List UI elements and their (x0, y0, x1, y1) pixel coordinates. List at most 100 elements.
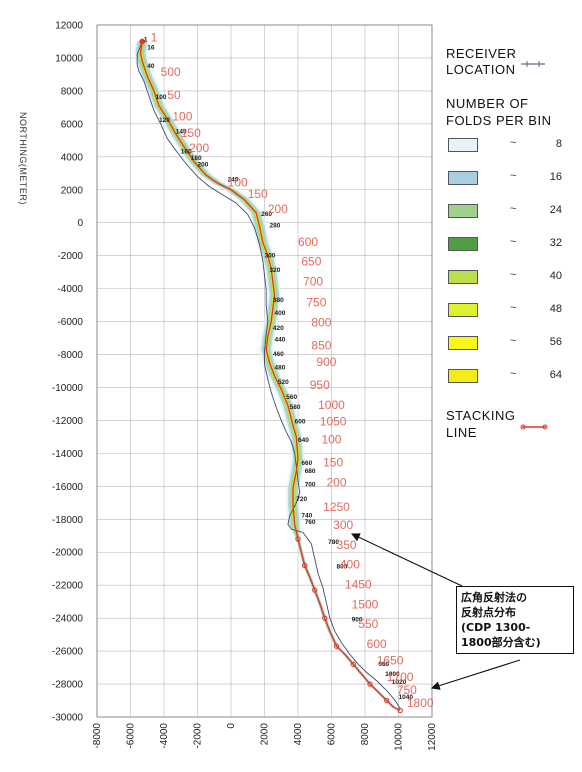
y-tick-label: -12000 (52, 416, 84, 427)
x-tick-label: 8000 (360, 723, 371, 746)
y-tick-label: -8000 (57, 350, 83, 361)
cdp-label: 1000 (385, 671, 400, 678)
fold-tilde: ~ (510, 269, 517, 281)
stacking-marker (397, 707, 403, 714)
cdp-label: 680 (305, 468, 316, 475)
cdp-label: 420 (273, 325, 284, 332)
stacking-cdp-label: 50 (167, 88, 181, 102)
stacking-line (139, 38, 403, 714)
fold-legend-row: ~56 (448, 335, 568, 352)
legend-receiver-title-2: LOCATION (446, 62, 516, 77)
annotation-arrow-upper (351, 533, 463, 587)
annotation-line-1: 広角反射法の (461, 591, 527, 604)
cdp-label: 300 (265, 252, 276, 259)
y-tick-label: 2000 (61, 185, 84, 196)
cdp-label: 460 (273, 351, 284, 358)
stacking-cdp-label: 100 (228, 175, 248, 189)
cdp-label: 16 (147, 45, 155, 52)
cdp-label: 440 (275, 336, 286, 343)
stacking-cdp-label: 650 (301, 255, 321, 269)
fold-swatch (448, 237, 478, 251)
y-tick-label: -24000 (52, 614, 84, 625)
stacking-cdp-label: 1500 (352, 597, 379, 611)
fold-tilde: ~ (510, 335, 517, 347)
fold-tilde: ~ (510, 137, 517, 149)
stacking-cdp-label: 1000 (318, 398, 345, 412)
legend-folds-title-2: FOLDS PER BIN (446, 113, 552, 128)
fold-value: 56 (549, 336, 562, 348)
legend-stacking-title-1: STACKING (446, 408, 516, 423)
fold-legend-row: ~48 (448, 302, 568, 319)
fold-swatch (448, 171, 478, 185)
cdp-label: 640 (298, 437, 309, 444)
stacking-cdp-label: 750 (397, 683, 417, 697)
y-tick-label: 8000 (61, 86, 84, 97)
y-tick-label: -18000 (52, 515, 84, 526)
fold-coverage-area (133, 41, 403, 711)
stacking-cdp-label: 850 (311, 339, 331, 353)
fold-swatch (448, 204, 478, 218)
cdp-label: 380 (273, 297, 284, 304)
stacking-cdp-label: 100 (321, 432, 341, 446)
stacking-cdp-label: 350 (337, 538, 357, 552)
x-tick-label: 0 (226, 723, 237, 729)
stacking-cdp-label: 400 (340, 558, 360, 572)
stacking-cdp-label: 700 (303, 274, 323, 288)
stacking-cdp-label: 900 (316, 355, 336, 369)
cdp-label: 800 (337, 564, 348, 571)
stacking-cdp-label: 600 (298, 235, 318, 249)
stacking-cdp-label: 1450 (345, 577, 372, 591)
cdp-label: 740 (301, 513, 312, 520)
axes: -8000 -6000 -4000 -2000 0 2000 4000 6000 8000 100… (52, 21, 438, 751)
x-tick-label: -4000 (159, 723, 170, 749)
fold-tilde: ~ (510, 302, 517, 314)
grid-lines (96, 24, 433, 718)
annotation-arrow-lower (430, 659, 521, 690)
y-tick-label: 12000 (55, 21, 83, 32)
stacking-start-marker (139, 38, 146, 45)
stacking-marker (295, 536, 301, 542)
fold-value: 40 (549, 270, 562, 282)
stacking-cdp-label: 750 (306, 296, 326, 310)
fold-value: 64 (549, 369, 562, 381)
fold-band (137, 41, 402, 711)
fold-value: 32 (549, 237, 562, 249)
legend-receiver-title-1: RECEIVER (446, 46, 517, 61)
cdp-label: 120 (159, 117, 170, 124)
cdp-label: 1020 (392, 679, 407, 686)
fold-value: 16 (549, 171, 562, 183)
cdp-label: 1 (144, 36, 148, 43)
stacking-marker (312, 587, 318, 593)
y-tick-label: 10000 (55, 53, 83, 64)
cdp-label: 900 (352, 616, 363, 623)
y-tick-label: -22000 (52, 581, 84, 592)
cdp-label: 760 (305, 519, 316, 526)
fold-swatch (448, 369, 478, 383)
x-tick-label: 12000 (427, 723, 438, 751)
x-tick-label: -6000 (126, 723, 137, 749)
cdp-label: 980 (378, 661, 389, 668)
cdp-label: 400 (275, 310, 286, 317)
stacking-cdp-label: 150 (181, 126, 201, 140)
cdp-label: 520 (278, 379, 289, 386)
stacking-marker (384, 697, 390, 704)
fold-band (133, 41, 403, 711)
cdp-label: 280 (270, 223, 281, 230)
cdp-label: 580 (290, 404, 301, 411)
stacking-cdp-label: 100 (172, 110, 192, 124)
fold-legend-row: ~32 (448, 236, 568, 253)
stacking-cdp-label: 600 (367, 637, 387, 651)
y-tick-label: 6000 (61, 119, 84, 130)
cdp-label: 700 (305, 481, 316, 488)
annotation-line-4: 1800部分含む) (461, 636, 541, 649)
cdp-label: 260 (261, 211, 272, 218)
y-tick-label: -20000 (52, 548, 84, 559)
fold-tilde: ~ (510, 203, 517, 215)
legend-stacking-title-2: LINE (446, 425, 477, 440)
cdp-label: 320 (270, 267, 281, 274)
x-tick-label: 4000 (293, 723, 304, 746)
stacking-marker (350, 661, 356, 667)
y-tick-label: -30000 (52, 713, 84, 724)
x-tick-label: 2000 (260, 723, 271, 746)
